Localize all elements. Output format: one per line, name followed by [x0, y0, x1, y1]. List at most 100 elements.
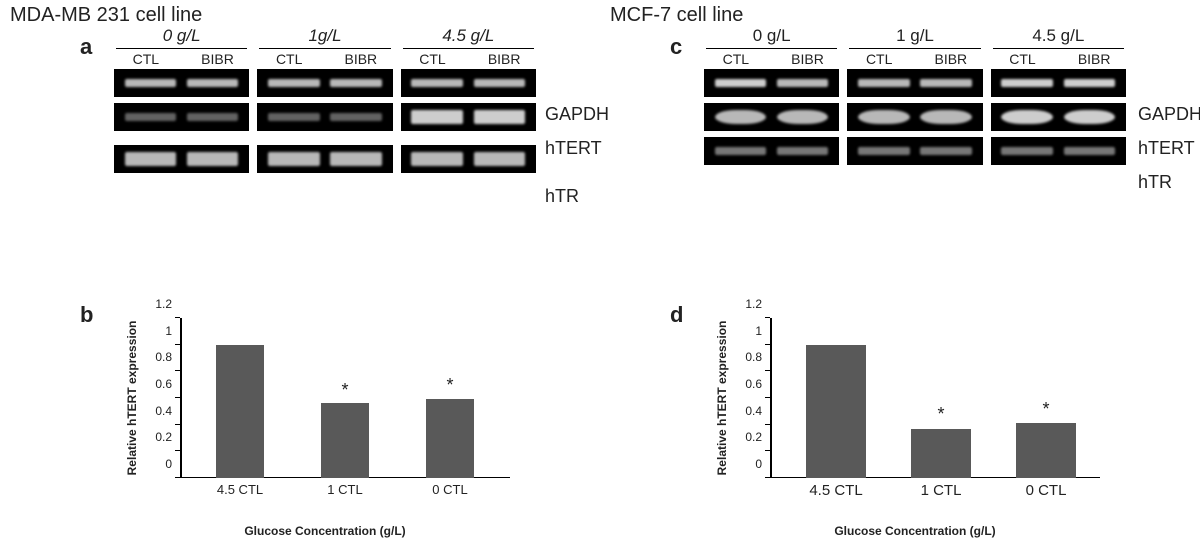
y-axis: [180, 318, 182, 478]
subfig-label-c: c: [670, 34, 682, 60]
conc-label: 1 g/L: [843, 26, 986, 46]
chart-b-xlabel: Glucose Concentration (g/L): [110, 524, 540, 538]
lane-label: CTL: [700, 51, 772, 67]
bar: [321, 403, 369, 478]
lane-label: BIBR: [468, 51, 540, 67]
gel-image: [991, 137, 1126, 165]
gel-panel-a: 0 g/L 1g/L 4.5 g/L CTLBIBR CTLBIBR CTLBI…: [110, 26, 540, 179]
y-axis: [770, 318, 772, 478]
y-tick-label: 1.2: [140, 297, 172, 311]
chart-b: Relative hTERT expression 0 0.2 0.4 0.6 …: [110, 310, 540, 540]
rule-row: [700, 48, 1130, 49]
lane-label: BIBR: [915, 51, 987, 67]
lane-label: BIBR: [325, 51, 397, 67]
gel-image: [114, 103, 249, 131]
y-tick-label: 0.6: [140, 377, 172, 391]
sig-mark: *: [937, 404, 944, 425]
bar: [216, 345, 264, 478]
gene-label-htr: hTR: [1138, 172, 1172, 193]
sig-mark: *: [1042, 399, 1049, 420]
gel-row-htert: [110, 103, 540, 131]
bar: [911, 429, 971, 478]
x-cat-label: 1 CTL: [901, 482, 981, 499]
gel-row-gapdh: [110, 69, 540, 97]
lane-label: CTL: [987, 51, 1059, 67]
chart-b-plot: 0 0.2 0.4 0.6 0.8 1 1.2 4.5 CTL * 1 CTL …: [180, 318, 510, 478]
lane-row: CTLBIBR CTLBIBR CTLBIBR: [700, 51, 1130, 67]
y-tick-label: 1: [140, 324, 172, 338]
panel-left: MDA-MB 231 cell line a 0 g/L 1g/L 4.5 g/…: [0, 0, 600, 558]
y-tick-label: 1: [730, 324, 762, 338]
lane-label: CTL: [110, 51, 182, 67]
chart-d-plot: 0 0.2 0.4 0.6 0.8 1 1.2 4.5 CTL * 1 CTL …: [770, 318, 1100, 478]
y-tick-label: 0.8: [730, 350, 762, 364]
x-cat-label: 0 CTL: [410, 482, 490, 497]
conc-label: 4.5 g/L: [987, 26, 1130, 46]
gel-image: [401, 103, 536, 131]
gel-image: [704, 103, 839, 131]
chart-d-xlabel: Glucose Concentration (g/L): [700, 524, 1130, 538]
y-tick-label: 1.2: [730, 297, 762, 311]
gel-image: [114, 145, 249, 173]
x-cat-label: 1 CTL: [305, 482, 385, 497]
lane-label: BIBR: [1058, 51, 1130, 67]
gene-label-gapdh: GAPDH: [1138, 104, 1200, 125]
y-tick-label: 0.8: [140, 350, 172, 364]
bar: [806, 345, 866, 478]
panel-right-title: MCF-7 cell line: [610, 4, 743, 27]
chart-d-ylabel: Relative hTERT expression: [715, 321, 729, 476]
gel-image: [257, 103, 392, 131]
subfig-label-d: d: [670, 302, 683, 328]
gel-image: [704, 137, 839, 165]
lane-label: BIBR: [772, 51, 844, 67]
subfig-label-a: a: [80, 34, 92, 60]
gel-image: [114, 69, 249, 97]
gel-row-htr: [110, 145, 540, 173]
y-tick-label: 0.2: [730, 430, 762, 444]
sig-mark: *: [341, 380, 348, 401]
gel-panel-c: 0 g/L 1 g/L 4.5 g/L CTLBIBR CTLBIBR CTLB…: [700, 26, 1130, 171]
y-tick-label: 0: [730, 457, 762, 471]
gene-label-htr: hTR: [545, 186, 579, 207]
lane-label: BIBR: [182, 51, 254, 67]
panel-left-title: MDA-MB 231 cell line: [10, 4, 202, 27]
conc-row: 0 g/L 1 g/L 4.5 g/L: [700, 26, 1130, 46]
sig-mark: *: [446, 375, 453, 396]
gene-label-htert: hTERT: [1138, 138, 1195, 159]
lane-label: CTL: [843, 51, 915, 67]
gel-image: [704, 69, 839, 97]
conc-label: 4.5 g/L: [397, 26, 540, 46]
gel-image: [257, 69, 392, 97]
subfig-label-b: b: [80, 302, 93, 328]
conc-label: 0 g/L: [700, 26, 843, 46]
bar: [1016, 423, 1076, 478]
x-cat-label: 0 CTL: [1006, 482, 1086, 499]
gel-image: [847, 69, 982, 97]
y-tick-label: 0.6: [730, 377, 762, 391]
conc-row: 0 g/L 1g/L 4.5 g/L: [110, 26, 540, 46]
y-tick-label: 0.2: [140, 430, 172, 444]
gel-image: [847, 103, 982, 131]
lane-row: CTLBIBR CTLBIBR CTLBIBR: [110, 51, 540, 67]
chart-b-ylabel: Relative hTERT expression: [125, 321, 139, 476]
gel-image: [847, 137, 982, 165]
y-tick-label: 0: [140, 457, 172, 471]
conc-label: 1g/L: [253, 26, 396, 46]
lane-label: CTL: [253, 51, 325, 67]
y-tick-label: 0.4: [140, 404, 172, 418]
gel-row-gapdh: [700, 69, 1130, 97]
gel-image: [991, 103, 1126, 131]
x-cat-label: 4.5 CTL: [796, 482, 876, 499]
lane-label: CTL: [397, 51, 469, 67]
rule-row: [110, 48, 540, 49]
bar: [426, 399, 474, 478]
y-tick-label: 0.4: [730, 404, 762, 418]
panel-right: MCF-7 cell line c 0 g/L 1 g/L 4.5 g/L CT…: [600, 0, 1200, 558]
gel-image: [401, 145, 536, 173]
chart-d: Relative hTERT expression 0 0.2 0.4 0.6 …: [700, 310, 1130, 540]
gel-row-htert: [700, 103, 1130, 131]
gel-image: [991, 69, 1126, 97]
gel-image: [401, 69, 536, 97]
gel-row-htr: [700, 137, 1130, 165]
x-cat-label: 4.5 CTL: [200, 482, 280, 497]
